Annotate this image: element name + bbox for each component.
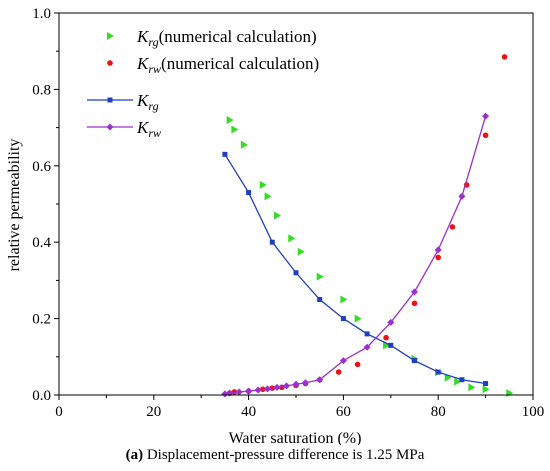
data-point (274, 211, 282, 220)
data-point (468, 383, 476, 392)
x-axis-label: Water saturation (%) (229, 430, 362, 445)
data-point (221, 390, 229, 398)
series-rw-fit (221, 112, 490, 398)
data-point (411, 300, 418, 307)
x-tick-label-0: 0 (55, 404, 63, 420)
data-point (222, 151, 228, 157)
data-point (459, 377, 465, 383)
x-tick-label-60: 60 (336, 404, 351, 420)
data-point (412, 358, 417, 364)
data-point (293, 270, 299, 276)
legend-marker (107, 97, 113, 103)
data-point (483, 381, 489, 387)
x-tick-label-20: 20 (146, 404, 161, 420)
data-point (501, 54, 508, 60)
legend-item-1: Krw(numerical calculation) (107, 54, 319, 76)
x-tick-label-100: 100 (522, 404, 545, 420)
data-point (454, 377, 462, 386)
data-point (435, 369, 441, 375)
data-point (335, 369, 342, 375)
legend-item-0: Krg(numerical calculation) (107, 27, 317, 49)
y-tick-label-0.2: 0.2 (32, 312, 51, 328)
figure-caption: (a) Displacement-pressure difference is … (0, 447, 550, 464)
legend-label: Krg (136, 91, 159, 113)
y-tick-label-1.0: 1.0 (32, 6, 51, 22)
relative-permeability-chart: 0 20 40 60 80 100 0.0 0.2 0.4 0.6 0.8 1.0 Krg(numer… (6, 6, 545, 445)
data-point (435, 254, 442, 261)
series-rg-numerical (226, 115, 514, 398)
legend-label: Krg(numerical calculation) (136, 27, 317, 49)
data-point (411, 288, 418, 296)
data-point (317, 297, 323, 302)
caption-text: Displacement-pressure difference is 1.25… (143, 447, 425, 463)
data-point (259, 180, 267, 189)
y-tick-label-0.8: 0.8 (32, 82, 51, 98)
x-tick-label-40: 40 (241, 404, 256, 420)
y-tick-label-0.0: 0.0 (32, 388, 51, 404)
data-point (240, 140, 248, 149)
data-point (254, 386, 262, 394)
legend-label: Krw (136, 118, 161, 140)
data-point (264, 385, 272, 393)
data-point (383, 334, 389, 341)
data-point (506, 389, 514, 398)
legend-marker (107, 60, 113, 66)
data-point (387, 318, 395, 326)
data-point (458, 192, 466, 200)
legend-marker (107, 32, 114, 40)
data-point (283, 382, 291, 390)
data-point (354, 361, 361, 368)
data-point (264, 192, 272, 201)
data-point (482, 385, 490, 394)
data-point (292, 380, 300, 388)
x-tick-label-80: 80 (431, 404, 446, 420)
data-point (449, 224, 456, 230)
data-point (364, 331, 370, 337)
data-point (354, 314, 362, 323)
y-axis-label: relative permeability (6, 139, 23, 272)
data-point (226, 115, 234, 124)
legend-item-3: Krw (87, 118, 161, 140)
data-point (363, 343, 371, 351)
legend-marker (106, 123, 114, 131)
series-line (224, 153, 486, 385)
data-point (316, 376, 324, 384)
data-point (482, 132, 489, 139)
caption-label: (a) (125, 447, 144, 463)
data-point (288, 234, 296, 243)
data-point (434, 246, 442, 254)
data-point (340, 316, 346, 322)
data-point (444, 373, 452, 382)
data-point (273, 383, 281, 391)
data-point (383, 341, 391, 350)
data-point (340, 295, 348, 304)
y-tick-label-0.4: 0.4 (32, 235, 51, 251)
legend-label: Krw(numerical calculation) (136, 54, 319, 76)
data-point (297, 247, 305, 256)
data-point (316, 272, 324, 281)
data-point (339, 357, 347, 365)
data-point (231, 125, 239, 134)
data-point (482, 112, 490, 120)
legend-item-2: Krg (87, 91, 159, 113)
data-point (246, 190, 252, 196)
data-point (301, 379, 309, 387)
y-tick-label-0.6: 0.6 (32, 159, 51, 175)
series-line (224, 115, 487, 395)
series-rg-fit (222, 151, 489, 387)
data-point (269, 239, 275, 245)
data-point (388, 342, 394, 348)
data-point (235, 388, 243, 396)
data-point (245, 387, 253, 395)
